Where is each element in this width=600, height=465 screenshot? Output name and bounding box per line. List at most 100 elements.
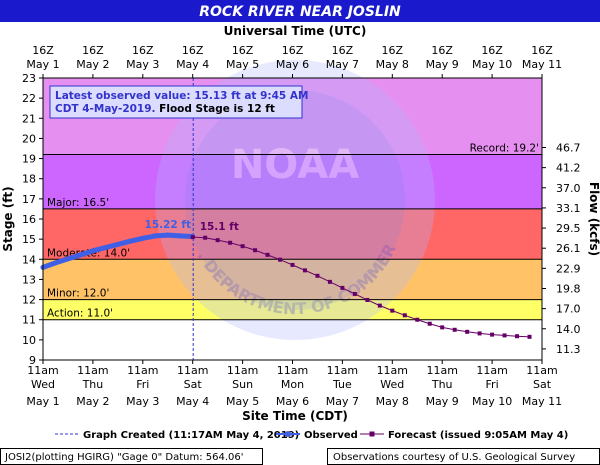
forecast-point: [302, 268, 307, 273]
forecast-point: [515, 334, 520, 339]
bottom-tick-date: May 1: [26, 395, 59, 408]
observed-point: [127, 238, 133, 244]
bottom-tick-date: May 5: [226, 395, 259, 408]
bottom-tick-time: 11am: [227, 364, 258, 377]
forecast-point: [203, 235, 208, 240]
bottom-tick-time: 11am: [27, 364, 58, 377]
flood-line-label: Action: 11.0': [47, 308, 113, 320]
y-tick-label: 23: [22, 72, 36, 85]
x-axis-label: Site Time (CDT): [242, 409, 348, 423]
forecast-point: [427, 321, 432, 326]
title-bar: [0, 0, 600, 22]
forecast-point: [340, 285, 345, 290]
forecast-point: [377, 303, 382, 308]
annotation-label: 15.22 ft: [145, 219, 191, 231]
info-box-frame: [49, 85, 303, 119]
flood-band-moderate: [43, 208, 542, 260]
bottom-tick-date: May 6: [276, 395, 309, 408]
footer-datum: JOSI2(plotting HGIRG) "Gage 0" Datum: 56…: [4, 452, 244, 463]
bottom-tick-day: Fri: [136, 378, 149, 391]
bottom-tick-day: Thu: [82, 378, 104, 391]
y2-tick-label: 19.8: [556, 282, 581, 295]
bottom-tick-time: 11am: [426, 364, 457, 377]
observed-point: [52, 260, 58, 266]
left-axis: 9 10 11 12 13 14 15 16 17 18 19 20 21 22 23: [22, 72, 43, 367]
bottom-tick-time: 11am: [277, 364, 308, 377]
flood-bands: [43, 78, 542, 360]
series-group: [40, 232, 532, 339]
top-tick-label: 16Z: [282, 44, 304, 57]
top-tick-label: 16Z: [332, 44, 354, 57]
forecast-point: [390, 308, 395, 313]
top-tick-label: 16Z: [182, 44, 204, 57]
forecast-point: [415, 317, 420, 322]
y-tick-label: 14: [22, 253, 36, 266]
forecast-point: [477, 331, 482, 336]
forecast-point: [265, 252, 270, 257]
forecast-line: [192, 236, 530, 338]
annotation-label: 15.1 ft: [200, 221, 239, 233]
observed-point: [165, 232, 171, 238]
bottom-tick-date: May 3: [126, 395, 159, 408]
y-tick-label: 18: [22, 173, 36, 186]
observed-point: [152, 233, 158, 239]
right-axis: 11.3 14.0 17.0 19.8 22.9 26.1 29.5 33.1 37.0 41.2…: [542, 141, 581, 356]
y2-tick-label: 46.7: [556, 141, 581, 154]
flood-band-major: [43, 154, 542, 209]
top-tick-label: 16Z: [531, 44, 553, 57]
y-tick-label: 20: [22, 132, 36, 145]
bottom-tick-time: 11am: [526, 364, 557, 377]
forecast-point: [352, 291, 357, 296]
forecast-point: [490, 332, 495, 337]
top-tick-label: 16Z: [132, 44, 154, 57]
bottom-tick-day: Thu: [431, 378, 453, 391]
y2-tick-label: 29.5: [556, 222, 581, 235]
forecast-point: [290, 262, 295, 267]
y2-tick-label: 26.1: [556, 242, 581, 255]
top-tick-date: May 11: [522, 58, 562, 71]
bottom-tick-date: May 4: [176, 395, 209, 408]
info-box: Latest observed value: 15.13 ft at 9:45 …: [49, 85, 308, 119]
flood-line-label: Record: 19.2': [470, 143, 539, 155]
y-tick-label: 11: [22, 314, 36, 327]
y2-tick-label: 17.0: [556, 303, 581, 316]
flood-line-label: Minor: 12.0': [47, 288, 109, 300]
bottom-tick-time: 11am: [377, 364, 408, 377]
y-tick-label: 12: [22, 294, 36, 307]
watermark-circle: [155, 60, 435, 340]
legend: Graph Created (11:17AM May 4, 2019) Obse…: [55, 430, 568, 441]
y2-tick-label: 33.1: [556, 202, 581, 215]
observed-point: [90, 248, 96, 254]
top-tick-label: 16Z: [481, 44, 503, 57]
forecast-point: [215, 238, 220, 243]
flood-lines: Record: 19.2'Major: 16.5'Moderate: 14.0'…: [43, 143, 542, 321]
forecast-point: [402, 313, 407, 318]
info-line-2: CDT 4-May-2019. Flood Stage is 12 ft: [55, 103, 275, 115]
top-tick-label: 16Z: [82, 44, 104, 57]
forecast-point: [452, 327, 457, 332]
legend-observed-marker: [285, 431, 291, 437]
bottom-tick-time: 11am: [177, 364, 208, 377]
flood-band-action: [43, 299, 542, 320]
bottom-tick-time: 11am: [77, 364, 108, 377]
forecast-point: [190, 235, 195, 240]
info-flood-stage: Flood Stage is 12 ft: [156, 103, 275, 115]
top-tick-date: May 10: [472, 58, 512, 71]
y-tick-label: 21: [22, 112, 36, 125]
info-line-1: Latest observed value: 15.13 ft at 9:45 …: [55, 90, 308, 102]
top-tick-date: May 2: [76, 58, 109, 71]
bottom-tick-day: Wed: [31, 378, 55, 391]
y2-axis-label: Flow (kcfs): [587, 182, 600, 256]
observed-point: [102, 245, 108, 251]
top-tick-date: May 7: [326, 58, 359, 71]
observed-point: [140, 235, 146, 241]
y-tick-label: 16: [22, 213, 36, 226]
legend-observed-label: Observed: [304, 430, 358, 441]
forecast-point: [440, 325, 445, 330]
legend-created-label: Graph Created (11:17AM May 4, 2019): [83, 430, 299, 441]
top-tick-label: 16Z: [431, 44, 453, 57]
top-tick-date: May 3: [126, 58, 159, 71]
observed-point: [77, 252, 83, 258]
